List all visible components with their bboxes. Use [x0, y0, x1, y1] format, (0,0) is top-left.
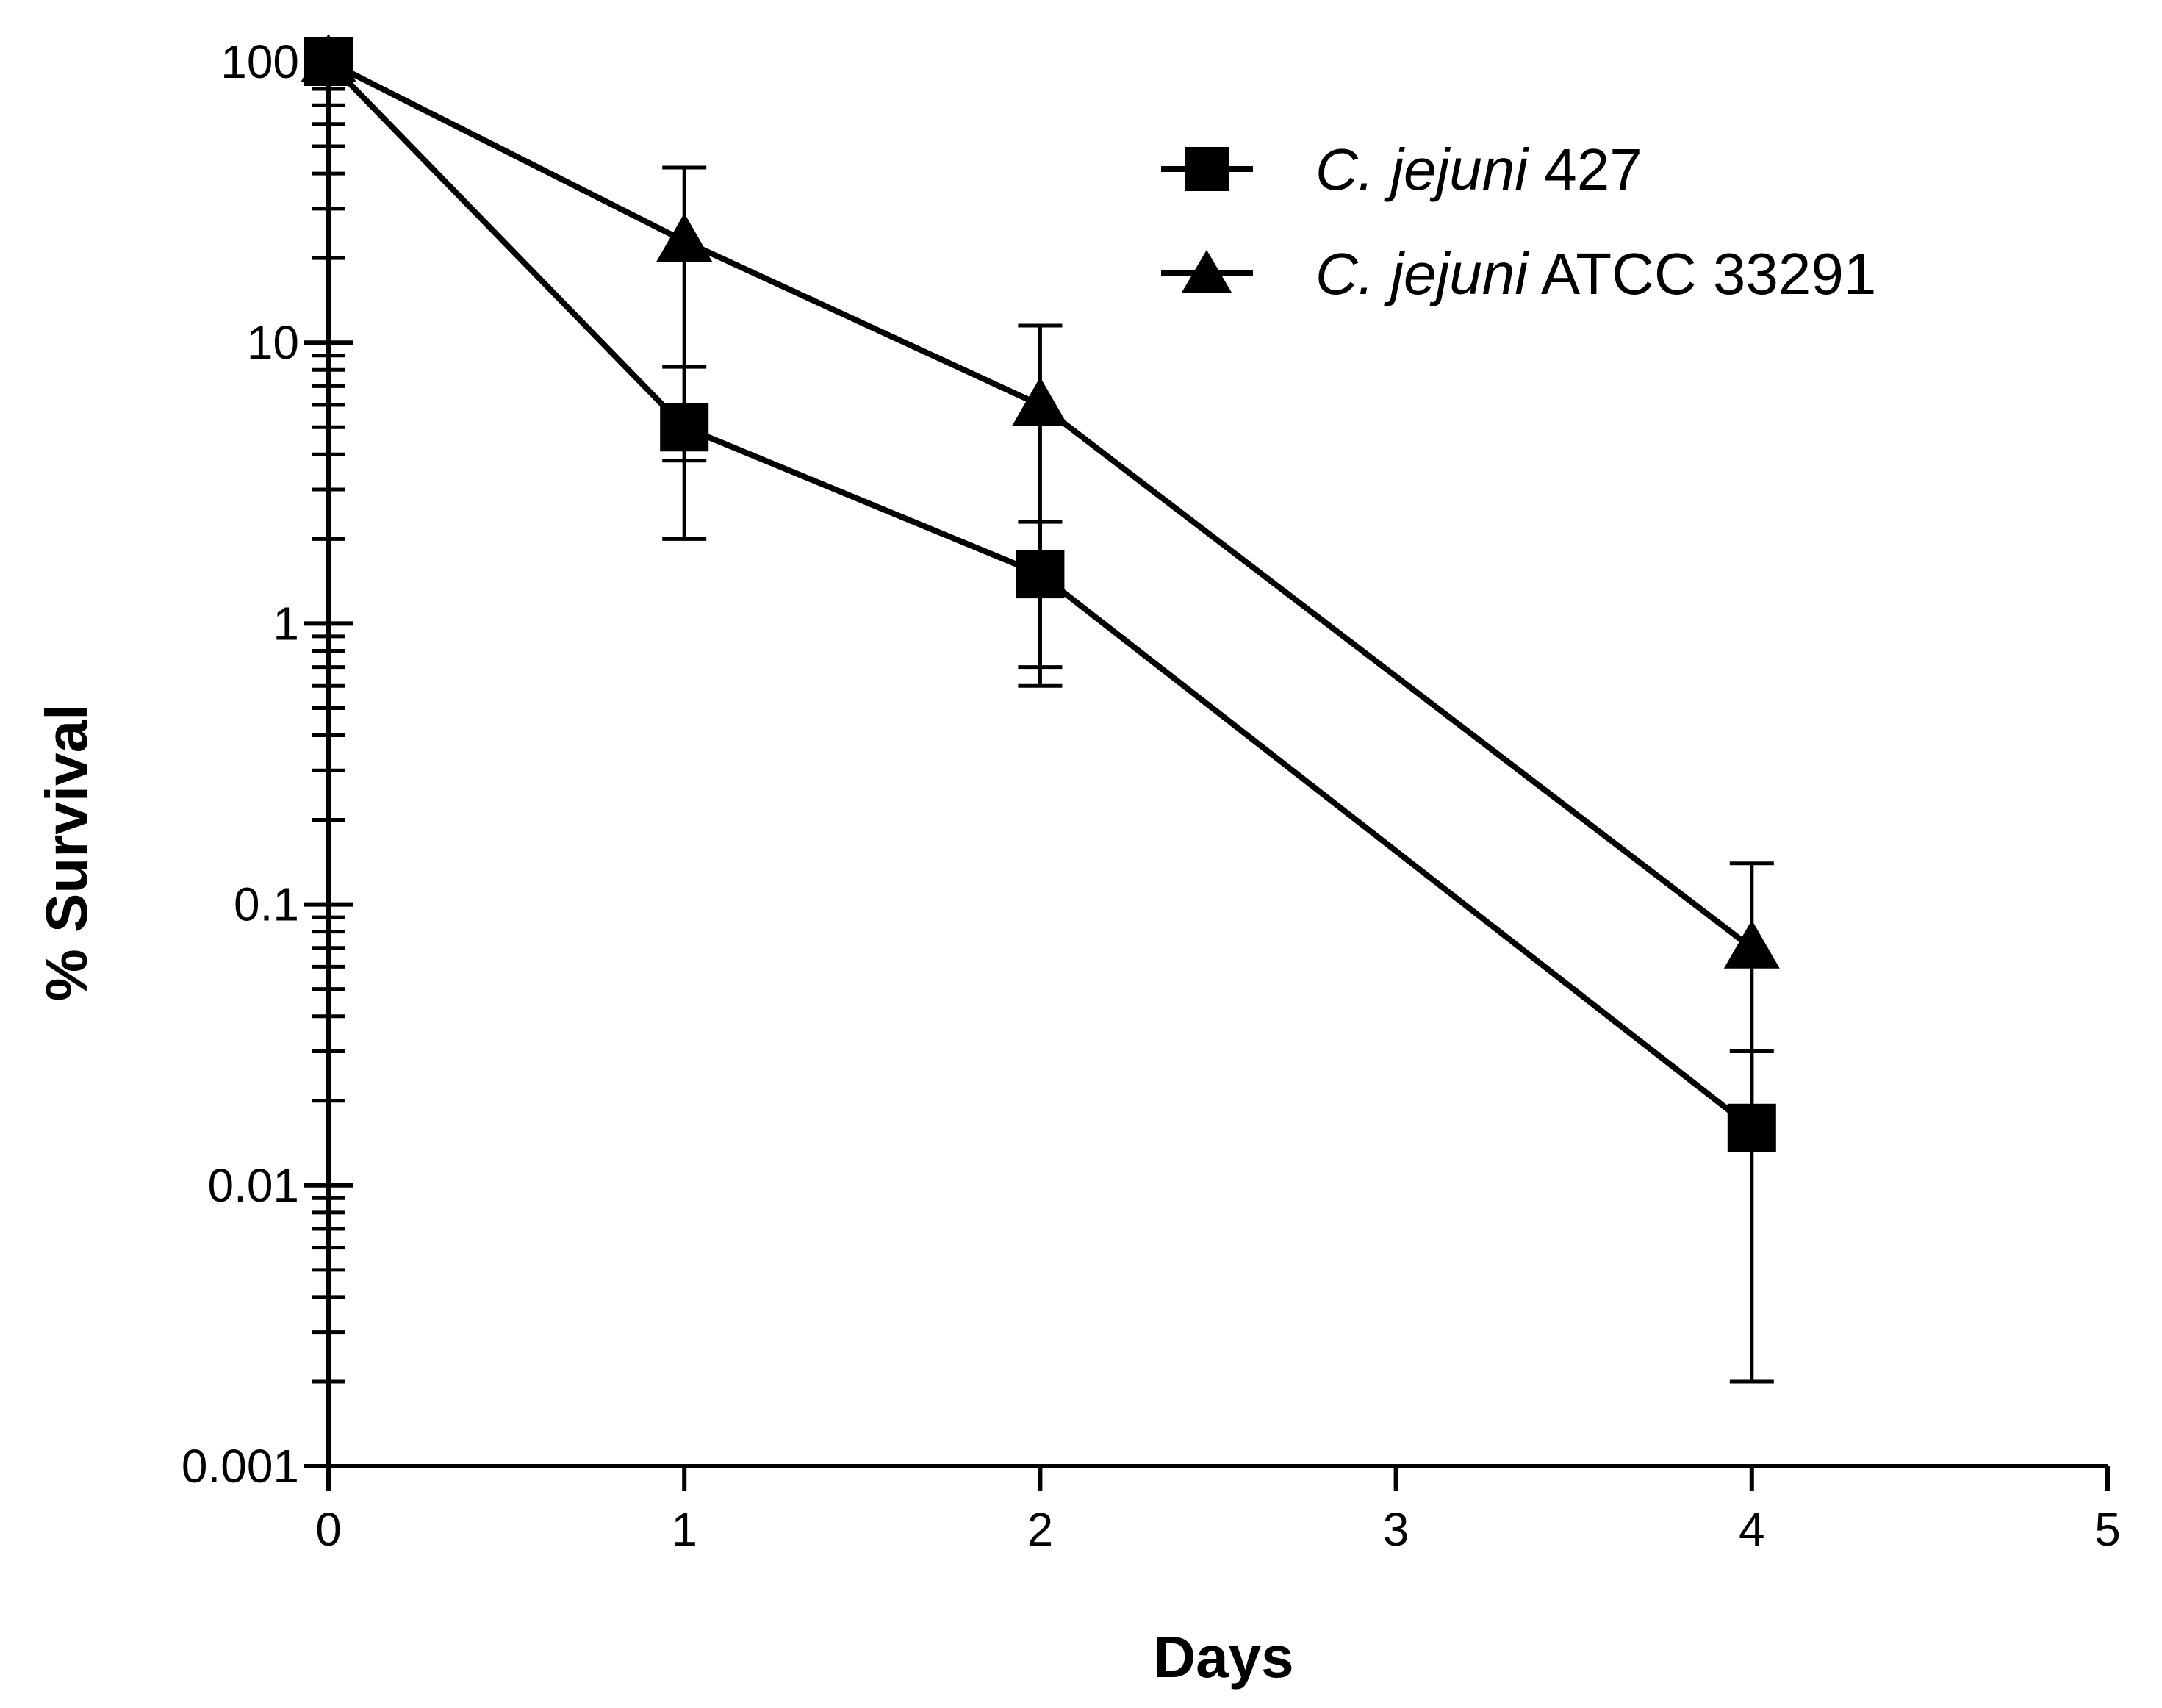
legend-label-atcc-strain: ATCC 33291 — [1528, 241, 1876, 306]
y-tick-label: 10 — [247, 316, 299, 369]
legend-label-427: C. jejuni 427 — [1315, 137, 1642, 202]
triangle-marker — [656, 212, 713, 262]
y-tick-label: 100 — [220, 35, 299, 88]
legend: C. jejuni 427 C. jejuni ATCC 33291 — [1161, 137, 1876, 306]
series-line — [326, 60, 1754, 1130]
x-axis-title: Days — [1153, 1624, 1293, 1690]
y-tick-label: 0.001 — [182, 1440, 299, 1493]
y-tick-label: 0.01 — [207, 1159, 299, 1212]
y-minor-ticks — [312, 72, 345, 1384]
series-line — [327, 59, 1754, 950]
series-1 — [301, 34, 1780, 1130]
legend-label-427-strain: 427 — [1528, 137, 1642, 202]
x-ticks: 0 1 2 3 4 5 — [315, 1466, 2121, 1556]
x-tick-label: 2 — [1027, 1503, 1054, 1556]
x-tick-label: 3 — [1383, 1503, 1409, 1556]
y-tick-label: 1 — [273, 597, 299, 650]
series-layer — [301, 34, 1780, 1384]
triangle-marker — [1723, 919, 1780, 969]
axes: 0.001 0.01 0.1 1 10 100 0 1 2 3 4 5 — [182, 35, 2121, 1556]
y-axis-title: % Survival — [34, 704, 99, 1002]
y-tick-label: 0.1 — [234, 878, 299, 931]
legend-square-marker — [1185, 147, 1229, 191]
legend-triangle-marker — [1182, 250, 1232, 293]
triangle-marker — [301, 34, 356, 82]
triangle-marker — [1012, 376, 1069, 426]
legend-label-atcc: C. jejuni ATCC 33291 — [1315, 241, 1876, 306]
x-tick-label: 1 — [671, 1503, 697, 1556]
legend-label-atcc-species: C. jejuni — [1315, 241, 1529, 306]
y-major-ticks: 0.001 0.01 0.1 1 10 100 — [182, 35, 353, 1493]
x-tick-label: 4 — [1739, 1503, 1765, 1556]
x-tick-label: 5 — [2094, 1503, 2121, 1556]
legend-item-atcc: C. jejuni ATCC 33291 — [1161, 241, 1876, 306]
series-0 — [304, 37, 1776, 1384]
legend-item-427: C. jejuni 427 — [1161, 137, 1642, 202]
x-tick-label: 0 — [315, 1503, 342, 1556]
legend-label-427-species: C. jejuni — [1315, 137, 1529, 202]
